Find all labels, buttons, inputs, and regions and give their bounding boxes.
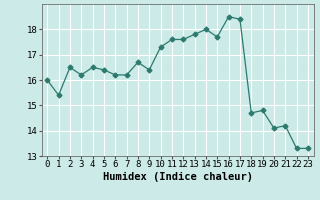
X-axis label: Humidex (Indice chaleur): Humidex (Indice chaleur) xyxy=(103,172,252,182)
